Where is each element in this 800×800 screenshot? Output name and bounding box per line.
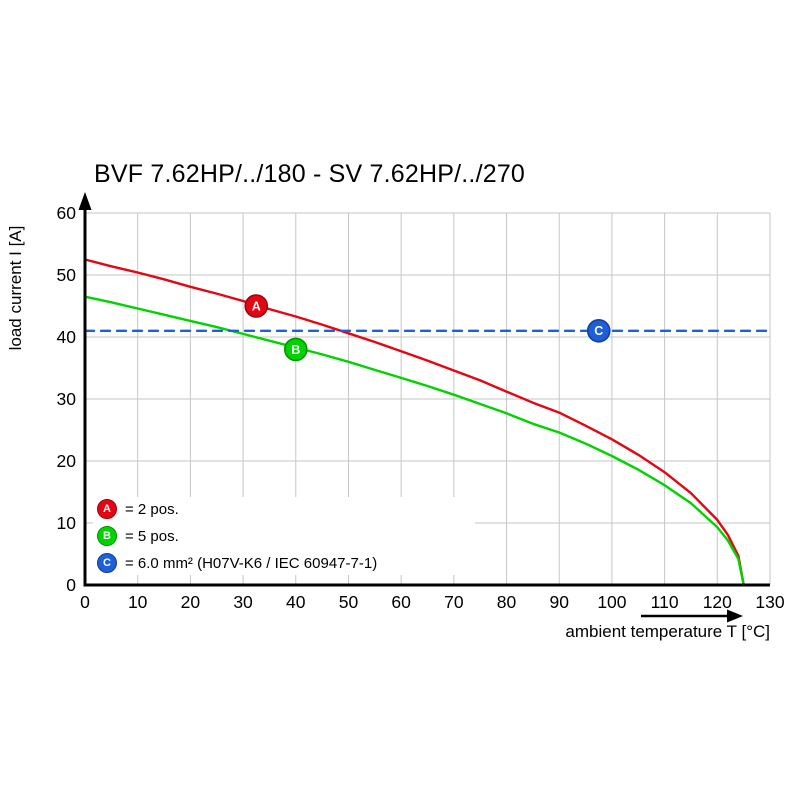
legend-label-c: = 6.0 mm² (H07V-K6 / IEC 60947-7-1) [125,554,378,572]
legend-item-a: A = 2 pos. [97,499,475,519]
tick-labels: 0 10 20 30 40 50 60 70 80 90 100 110 120 130 0 10 20 30 40… [57,203,785,612]
x-tick-label: 80 [497,592,517,612]
y-axis-arrow-icon [78,192,92,210]
legend-marker-c-icon: C [97,553,117,573]
x-tick-label: 10 [128,592,148,612]
curve-b [83,295,745,587]
x-tick-label: 20 [181,592,201,612]
y-tick-label: 30 [57,389,77,409]
x-tick-label: 90 [549,592,569,612]
marker-a-letter: A [252,299,261,313]
y-tick-label: 40 [57,327,77,347]
x-tick-label: 50 [339,592,359,612]
marker-b-letter: B [291,343,300,357]
x-tick-label: 70 [444,592,464,612]
x-tick-label: 30 [233,592,253,612]
y-tick-label: 50 [57,265,77,285]
legend-marker-a-icon: A [97,499,117,519]
x-axis-arrow-icon [727,609,743,623]
x-tick-label: 110 [651,592,679,612]
legend-label-a: = 2 pos. [125,500,179,518]
x-tick-label: 40 [286,592,306,612]
legend-item-b: B = 5 pos. [97,526,475,546]
curve-a [83,258,745,587]
x-tick-label: 130 [755,592,784,612]
legend-label-b: = 5 pos. [125,527,179,545]
chart-title: BVF 7.62HP/../180 - SV 7.62HP/../270 [94,160,526,188]
marker-b-badge [283,337,308,362]
legend-marker-b-icon: B [97,526,117,546]
marker-a-badge [244,294,269,318]
x-axis-label: ambient temperature T [°C] [565,622,770,641]
y-tick-label: 20 [57,451,77,471]
marker-c-badge [586,318,611,343]
y-axis-label: load current I [A] [6,225,25,351]
marker-c-letter: C [594,324,603,338]
x-tick-label: 100 [597,592,626,612]
axes [78,192,770,623]
curve-markers: A B C [244,294,611,362]
y-tick-label: 0 [66,575,76,595]
x-tick-label: 120 [703,592,732,612]
y-tick-label: 60 [57,203,77,223]
series-curves [83,258,772,587]
legend: A = 2 pos. B = 5 pos. C = 6.0 mm² (H07V-K6 / … [93,497,475,575]
x-tick-label: 0 [80,592,90,612]
legend-item-c: C = 6.0 mm² (H07V-K6 / IEC 60947-7-1) [97,553,475,573]
y-tick-label: 10 [57,513,77,533]
x-tick-label: 60 [391,592,411,612]
